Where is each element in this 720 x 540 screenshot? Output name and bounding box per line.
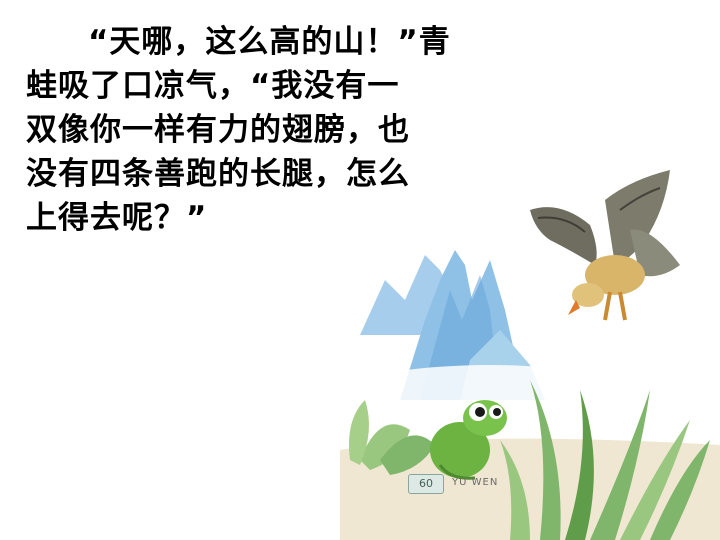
story-line-5: 上得去呢？” (26, 200, 208, 236)
story-line-2: 蛙吸了口凉气，“我没有一 (26, 68, 400, 104)
eagle (530, 170, 680, 321)
frog (430, 400, 507, 480)
story-line-1: “天哪，这么高的山！”青 (88, 24, 451, 60)
page-number-badge: 60 (408, 474, 444, 494)
story-text: “天哪，这么高的山！”青 蛙吸了口凉气，“我没有一 双像你一样有力的翅膀，也 没… (26, 20, 476, 240)
left-plants (349, 400, 435, 475)
story-line-4: 没有四条善跑的长腿，怎么 (26, 156, 410, 192)
grass (500, 380, 710, 540)
story-line-3: 双像你一样有力的翅膀，也 (26, 112, 410, 148)
series-label: YU WEN (452, 477, 499, 488)
story-illustration (340, 170, 720, 540)
mist (340, 365, 640, 425)
